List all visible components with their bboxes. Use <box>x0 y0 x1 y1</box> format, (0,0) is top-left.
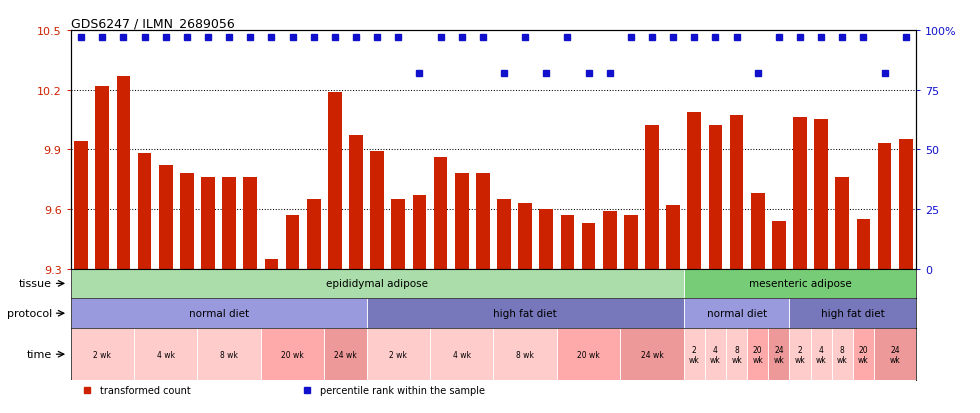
Text: 2
wk: 2 wk <box>689 345 700 364</box>
Bar <box>857 219 870 269</box>
Bar <box>666 205 680 269</box>
Bar <box>518 204 532 269</box>
Text: tissue: tissue <box>19 279 52 289</box>
Bar <box>95 86 109 269</box>
Bar <box>222 178 236 269</box>
Text: 24 wk: 24 wk <box>641 350 663 359</box>
Text: high fat diet: high fat diet <box>821 309 885 318</box>
Bar <box>705 328 726 380</box>
Bar <box>726 328 747 380</box>
Bar <box>71 328 134 380</box>
Bar <box>71 299 367 328</box>
Bar <box>793 118 807 269</box>
Text: 4
wk: 4 wk <box>710 345 721 364</box>
Text: 4
wk: 4 wk <box>815 345 826 364</box>
Text: 8
wk: 8 wk <box>731 345 742 364</box>
Bar <box>117 76 130 269</box>
Text: 8 wk: 8 wk <box>516 350 534 359</box>
Bar <box>286 215 300 269</box>
Bar <box>74 142 88 269</box>
Text: normal diet: normal diet <box>188 309 249 318</box>
Text: 20
wk: 20 wk <box>753 345 763 364</box>
Bar <box>539 209 553 269</box>
Bar <box>367 328 430 380</box>
Bar <box>497 199 511 269</box>
Bar <box>645 126 659 269</box>
Text: 4 wk: 4 wk <box>453 350 470 359</box>
Bar <box>835 178 849 269</box>
Bar <box>434 158 448 269</box>
Text: epididymal adipose: epididymal adipose <box>326 279 428 289</box>
Text: 20 wk: 20 wk <box>577 350 600 359</box>
Text: normal diet: normal diet <box>707 309 766 318</box>
Bar <box>561 215 574 269</box>
Bar <box>684 328 705 380</box>
Bar <box>899 140 912 269</box>
Bar <box>790 328 810 380</box>
Bar <box>730 116 744 269</box>
Bar <box>747 328 768 380</box>
Bar <box>134 328 197 380</box>
Text: high fat diet: high fat diet <box>493 309 557 318</box>
Text: GDS6247 / ILMN_2689056: GDS6247 / ILMN_2689056 <box>71 17 234 30</box>
Bar <box>138 154 152 269</box>
Bar <box>370 152 384 269</box>
Bar <box>197 328 261 380</box>
Bar <box>557 328 620 380</box>
Bar <box>582 223 596 269</box>
Text: 2 wk: 2 wk <box>389 350 408 359</box>
Bar <box>391 199 405 269</box>
Bar <box>620 328 684 380</box>
Text: 4 wk: 4 wk <box>157 350 174 359</box>
Bar <box>751 194 764 269</box>
Bar <box>455 174 468 269</box>
Text: 8
wk: 8 wk <box>837 345 848 364</box>
Text: time: time <box>26 349 52 359</box>
Text: protocol: protocol <box>7 309 52 318</box>
Text: 20 wk: 20 wk <box>281 350 304 359</box>
Bar <box>349 136 363 269</box>
Bar <box>768 328 790 380</box>
Bar <box>874 328 916 380</box>
Bar <box>772 221 786 269</box>
Bar <box>684 299 790 328</box>
Bar <box>603 211 616 269</box>
Text: mesenteric adipose: mesenteric adipose <box>749 279 852 289</box>
Text: 24
wk: 24 wk <box>890 345 901 364</box>
Text: 24 wk: 24 wk <box>334 350 357 359</box>
Bar <box>853 328 874 380</box>
Bar <box>261 328 324 380</box>
Bar <box>201 178 215 269</box>
Bar <box>832 328 853 380</box>
Bar <box>624 215 638 269</box>
Bar <box>243 178 257 269</box>
Text: percentile rank within the sample: percentile rank within the sample <box>320 385 485 395</box>
Bar <box>180 174 194 269</box>
Bar <box>328 93 342 269</box>
Text: transformed count: transformed count <box>100 385 191 395</box>
Bar <box>684 269 916 299</box>
Text: 24
wk: 24 wk <box>773 345 784 364</box>
Bar <box>687 112 701 269</box>
Bar <box>494 328 557 380</box>
Bar <box>307 199 320 269</box>
Bar <box>878 144 892 269</box>
Bar <box>790 299 916 328</box>
Bar <box>265 259 278 269</box>
Text: 20
wk: 20 wk <box>858 345 869 364</box>
Bar <box>324 328 367 380</box>
Bar <box>159 166 172 269</box>
Bar <box>709 126 722 269</box>
Text: 2
wk: 2 wk <box>795 345 806 364</box>
Bar <box>367 299 684 328</box>
Bar <box>476 174 490 269</box>
Bar <box>71 269 684 299</box>
Text: 2 wk: 2 wk <box>93 350 111 359</box>
Text: 8 wk: 8 wk <box>220 350 238 359</box>
Bar <box>430 328 494 380</box>
Bar <box>810 328 832 380</box>
Bar <box>814 120 828 269</box>
Bar <box>413 195 426 269</box>
